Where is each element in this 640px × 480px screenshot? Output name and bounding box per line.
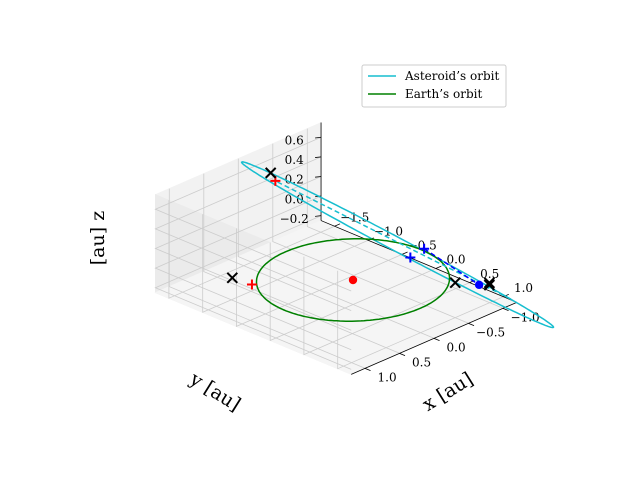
marker-dot-0 bbox=[348, 275, 358, 285]
x-tick bbox=[503, 293, 509, 298]
dashed-segment-1 bbox=[423, 248, 480, 286]
x-tick bbox=[435, 265, 442, 269]
marker-dot-1 bbox=[474, 280, 484, 290]
z-axis-label: [au] z bbox=[87, 211, 109, 265]
marker-plus-5 bbox=[246, 279, 257, 290]
series-layer bbox=[240, 161, 555, 329]
x-tick bbox=[334, 223, 341, 227]
grid-line-z bbox=[154, 176, 352, 331]
x-axis-label: x [au] bbox=[419, 368, 477, 416]
z-tick-label: 0.6 bbox=[285, 134, 304, 148]
marker-plus-2 bbox=[419, 243, 430, 254]
x-axis-line bbox=[320, 220, 517, 303]
orbit-line-1 bbox=[255, 238, 451, 322]
grid-line-x bbox=[337, 270, 504, 370]
grid-line-z bbox=[154, 215, 352, 370]
y-axis-label: y [au] bbox=[185, 367, 244, 415]
y-tick bbox=[468, 322, 475, 327]
y-tick bbox=[399, 352, 406, 357]
marker-plus-3 bbox=[405, 252, 416, 263]
z-tick bbox=[315, 136, 322, 139]
legend-label-asteroid: Asteroid’s orbit bbox=[404, 69, 499, 83]
z-tick bbox=[315, 156, 322, 158]
grid-line-x bbox=[303, 256, 470, 356]
legend-frame bbox=[361, 64, 507, 108]
y-tick-label: −1.0 bbox=[511, 311, 540, 325]
y-tick bbox=[502, 307, 509, 312]
x-tick-label: −1.5 bbox=[340, 210, 369, 224]
legend: Asteroid’s orbit Earth’s orbit bbox=[361, 64, 507, 108]
marker-x-6 bbox=[264, 167, 277, 179]
z-tick-label: −0.2 bbox=[280, 212, 309, 226]
y-tick-label: 0.5 bbox=[412, 356, 431, 370]
y-tick-label: 0.0 bbox=[447, 341, 466, 355]
grid-line-z bbox=[154, 136, 352, 292]
marker-x-8 bbox=[449, 277, 461, 289]
x-tick-label: 0.5 bbox=[480, 267, 499, 281]
marker-x-7 bbox=[226, 272, 239, 284]
z-tick bbox=[315, 215, 322, 217]
x-tick-label: −0.5 bbox=[408, 239, 437, 253]
z-tick-label: 0.2 bbox=[285, 173, 304, 187]
x-tick-label: 1.0 bbox=[514, 281, 533, 295]
marker-x-10 bbox=[483, 279, 496, 291]
grid-line-x bbox=[168, 200, 335, 299]
z-tick-label: 0.0 bbox=[285, 192, 304, 206]
x-tick-label: 0.0 bbox=[446, 253, 465, 267]
marker-x-9 bbox=[483, 277, 496, 289]
y-tick-label: −0.5 bbox=[476, 326, 505, 340]
y-tick bbox=[364, 367, 371, 372]
legend-label-earth: Earth’s orbit bbox=[405, 87, 482, 101]
grid-line-z bbox=[154, 195, 352, 351]
markers-layer bbox=[226, 167, 496, 291]
grid-line-z bbox=[154, 156, 352, 311]
y-tick-label: 1.0 bbox=[378, 371, 397, 385]
z-tick bbox=[315, 176, 322, 178]
grid-line-x bbox=[202, 214, 369, 313]
x-tick bbox=[401, 251, 408, 255]
grid-line-x bbox=[235, 228, 403, 328]
grid-line-y bbox=[168, 188, 366, 369]
z-tick-label: 0.4 bbox=[285, 153, 304, 167]
orbit-line-0 bbox=[240, 161, 555, 329]
grid-line-y bbox=[237, 158, 435, 339]
grid-line-y bbox=[306, 128, 504, 309]
axis-panes bbox=[154, 121, 518, 375]
grid-line-x bbox=[269, 242, 436, 342]
y-tick bbox=[433, 337, 440, 342]
grid-line-y bbox=[203, 173, 400, 354]
